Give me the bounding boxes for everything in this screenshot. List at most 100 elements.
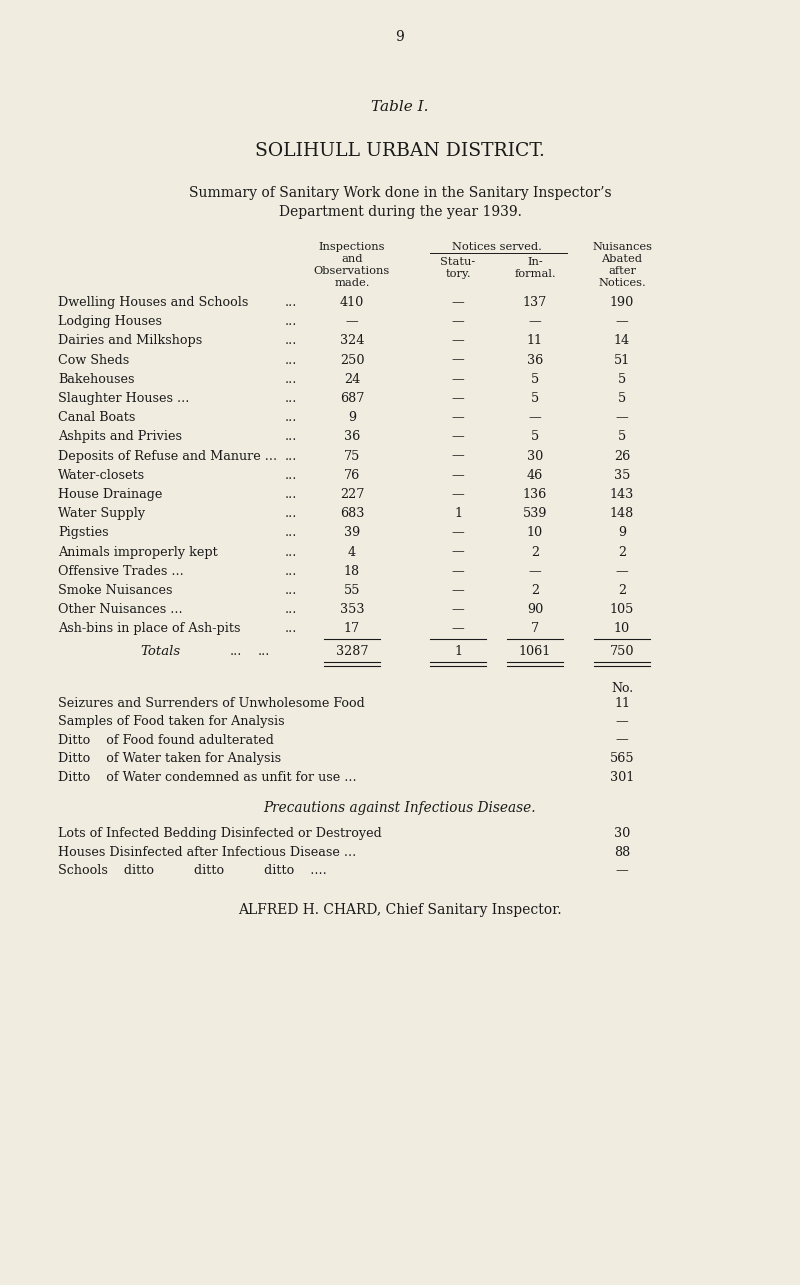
Text: 250: 250 xyxy=(340,353,364,366)
Text: —: — xyxy=(452,527,464,540)
Text: Smoke Nuisances: Smoke Nuisances xyxy=(58,583,173,598)
Text: 5: 5 xyxy=(531,430,539,443)
Text: Dwelling Houses and Schools: Dwelling Houses and Schools xyxy=(58,296,248,308)
Text: 88: 88 xyxy=(614,846,630,858)
Text: 683: 683 xyxy=(340,508,364,520)
Text: —: — xyxy=(616,411,628,424)
Text: Animals improperly kept: Animals improperly kept xyxy=(58,546,218,559)
Text: 75: 75 xyxy=(344,450,360,463)
Text: 1061: 1061 xyxy=(519,645,551,658)
Text: ...: ... xyxy=(285,603,298,617)
Text: ...: ... xyxy=(258,645,270,658)
Text: Water-closets: Water-closets xyxy=(58,469,145,482)
Text: 35: 35 xyxy=(614,469,630,482)
Text: Observations: Observations xyxy=(314,266,390,276)
Text: ...: ... xyxy=(230,645,242,658)
Text: ...: ... xyxy=(285,622,298,635)
Text: Houses Disinfected after Infectious Disease ...: Houses Disinfected after Infectious Dise… xyxy=(58,846,356,858)
Text: 5: 5 xyxy=(531,373,539,386)
Text: Statu-: Statu- xyxy=(440,257,476,267)
Text: —: — xyxy=(452,334,464,347)
Text: —: — xyxy=(452,315,464,328)
Text: 9: 9 xyxy=(396,30,404,44)
Text: 3287: 3287 xyxy=(336,645,368,658)
Text: Deposits of Refuse and Manure ...: Deposits of Refuse and Manure ... xyxy=(58,450,277,463)
Text: Abated: Abated xyxy=(602,254,642,263)
Text: Pigsties: Pigsties xyxy=(58,527,109,540)
Text: 136: 136 xyxy=(523,488,547,501)
Text: 90: 90 xyxy=(527,603,543,617)
Text: Ashpits and Privies: Ashpits and Privies xyxy=(58,430,182,443)
Text: Other Nuisances ...: Other Nuisances ... xyxy=(58,603,182,617)
Text: 10: 10 xyxy=(614,622,630,635)
Text: —: — xyxy=(452,430,464,443)
Text: —: — xyxy=(452,583,464,598)
Text: 539: 539 xyxy=(522,508,547,520)
Text: Totals: Totals xyxy=(140,645,180,658)
Text: 5: 5 xyxy=(531,392,539,405)
Text: Inspections: Inspections xyxy=(318,242,386,252)
Text: tory.: tory. xyxy=(445,269,471,279)
Text: 750: 750 xyxy=(610,645,634,658)
Text: Ditto    of Water condemned as unfit for use ...: Ditto of Water condemned as unfit for us… xyxy=(58,771,357,784)
Text: ...: ... xyxy=(285,565,298,578)
Text: formal.: formal. xyxy=(514,269,556,279)
Text: Ditto    of Food found adulterated: Ditto of Food found adulterated xyxy=(58,734,274,747)
Text: Cow Sheds: Cow Sheds xyxy=(58,353,130,366)
Text: —: — xyxy=(346,315,358,328)
Text: Lots of Infected Bedding Disinfected or Destroyed: Lots of Infected Bedding Disinfected or … xyxy=(58,828,382,840)
Text: Schools    ditto          ditto          ditto    ....: Schools ditto ditto ditto .... xyxy=(58,864,326,878)
Text: 5: 5 xyxy=(618,392,626,405)
Text: ALFRED H. CHARD, Chief Sanitary Inspector.: ALFRED H. CHARD, Chief Sanitary Inspecto… xyxy=(238,902,562,916)
Text: 1: 1 xyxy=(454,645,462,658)
Text: —: — xyxy=(616,714,628,729)
Text: made.: made. xyxy=(334,278,370,288)
Text: 2: 2 xyxy=(531,546,539,559)
Text: 353: 353 xyxy=(340,603,364,617)
Text: Canal Boats: Canal Boats xyxy=(58,411,135,424)
Text: 76: 76 xyxy=(344,469,360,482)
Text: House Drainage: House Drainage xyxy=(58,488,162,501)
Text: 24: 24 xyxy=(344,373,360,386)
Text: In-: In- xyxy=(527,257,543,267)
Text: —: — xyxy=(452,411,464,424)
Text: ...: ... xyxy=(285,546,298,559)
Text: ...: ... xyxy=(285,508,298,520)
Text: 2: 2 xyxy=(618,546,626,559)
Text: —: — xyxy=(452,603,464,617)
Text: 36: 36 xyxy=(527,353,543,366)
Text: 565: 565 xyxy=(610,752,634,765)
Text: 30: 30 xyxy=(614,828,630,840)
Text: and: and xyxy=(342,254,362,263)
Text: 227: 227 xyxy=(340,488,364,501)
Text: —: — xyxy=(452,392,464,405)
Text: 5: 5 xyxy=(618,373,626,386)
Text: Seizures and Surrenders of Unwholesome Food: Seizures and Surrenders of Unwholesome F… xyxy=(58,696,365,709)
Text: ...: ... xyxy=(285,353,298,366)
Text: 36: 36 xyxy=(344,430,360,443)
Text: Nuisances: Nuisances xyxy=(592,242,652,252)
Text: 105: 105 xyxy=(610,603,634,617)
Text: 39: 39 xyxy=(344,527,360,540)
Text: 324: 324 xyxy=(340,334,364,347)
Text: 55: 55 xyxy=(344,583,360,598)
Text: 4: 4 xyxy=(348,546,356,559)
Text: 143: 143 xyxy=(610,488,634,501)
Text: 301: 301 xyxy=(610,771,634,784)
Text: —: — xyxy=(452,373,464,386)
Text: Dairies and Milkshops: Dairies and Milkshops xyxy=(58,334,202,347)
Text: ...: ... xyxy=(285,583,298,598)
Text: Summary of Sanitary Work done in the Sanitary Inspector’s: Summary of Sanitary Work done in the San… xyxy=(189,186,611,200)
Text: —: — xyxy=(616,565,628,578)
Text: ...: ... xyxy=(285,430,298,443)
Text: ...: ... xyxy=(285,315,298,328)
Text: 190: 190 xyxy=(610,296,634,308)
Text: 137: 137 xyxy=(523,296,547,308)
Text: ...: ... xyxy=(285,527,298,540)
Text: 14: 14 xyxy=(614,334,630,347)
Text: 10: 10 xyxy=(527,527,543,540)
Text: ...: ... xyxy=(285,469,298,482)
Text: —: — xyxy=(529,565,542,578)
Text: 1: 1 xyxy=(454,508,462,520)
Text: 410: 410 xyxy=(340,296,364,308)
